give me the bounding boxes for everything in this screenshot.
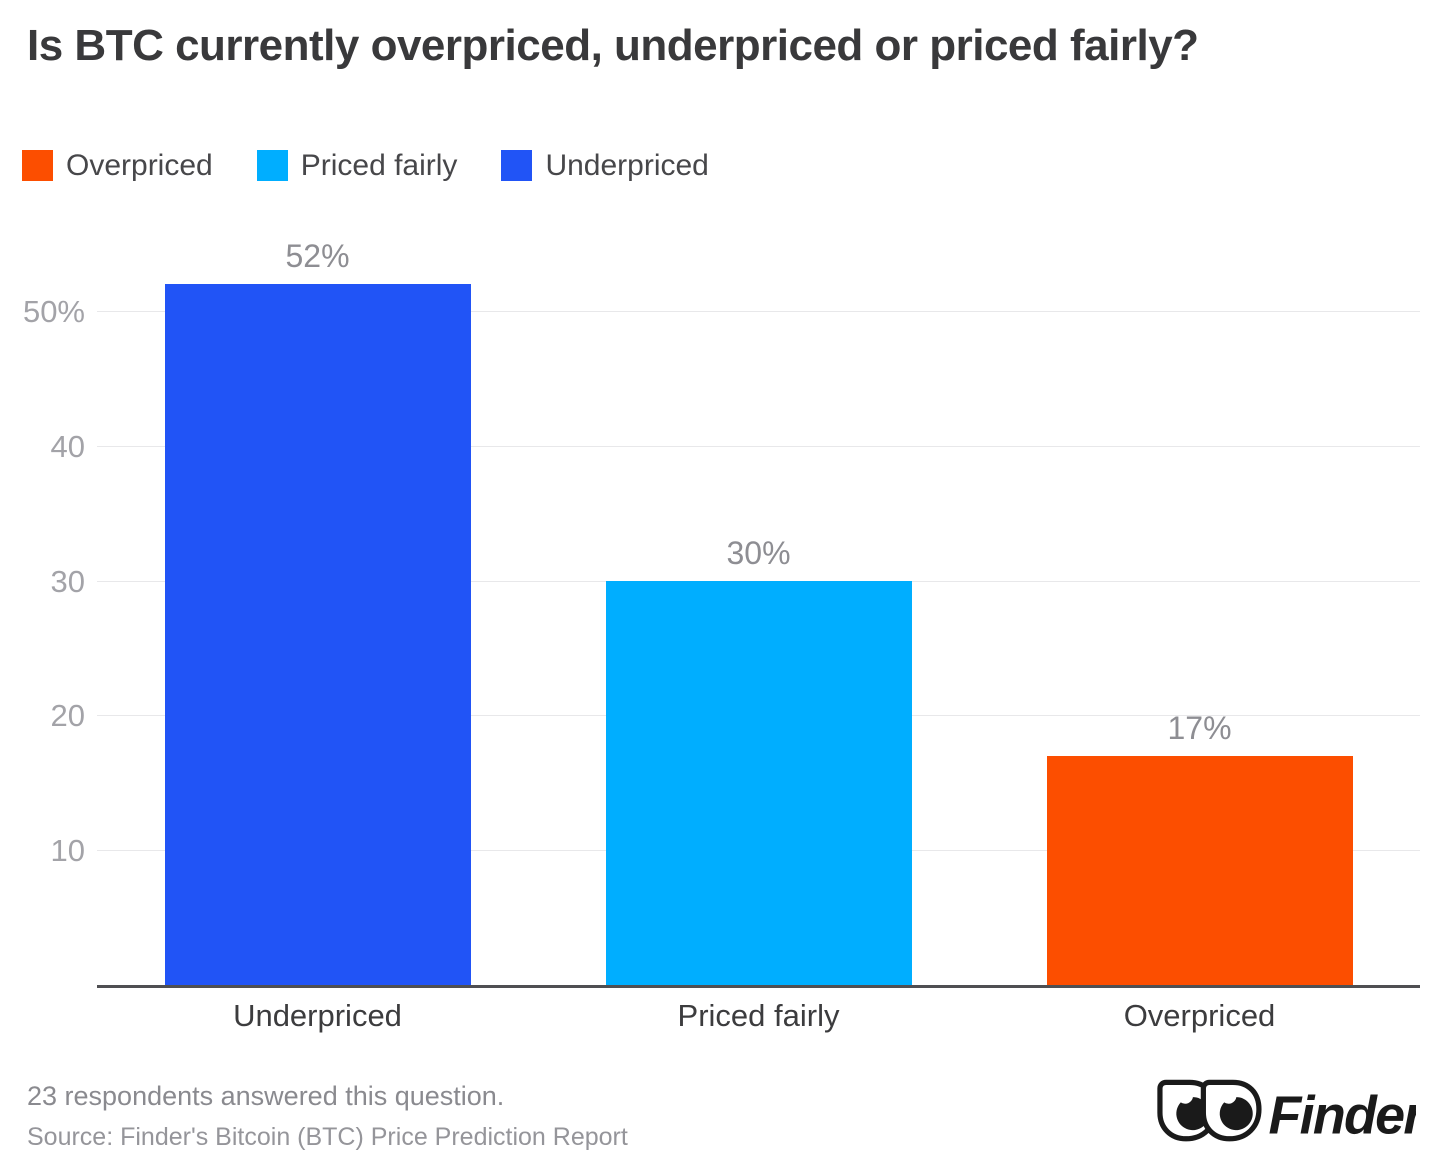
legend-swatch-icon — [22, 150, 53, 181]
y-axis-tick-label: 30 — [50, 563, 85, 599]
bar-underpriced — [164, 284, 471, 985]
y-axis-tick-label: 50% — [22, 294, 85, 329]
finder-logo: Finder — [1154, 1078, 1429, 1149]
bar-value-label: 17% — [1167, 709, 1232, 746]
x-axis-category-label: Priced fairly — [677, 998, 840, 1033]
y-axis-tick-label: 20 — [50, 698, 85, 734]
gridline-40 — [97, 445, 1420, 447]
legend: Overpriced Priced fairly Underpriced — [22, 150, 709, 181]
bar-priced-fairly — [605, 580, 912, 985]
x-axis-category-label: Underpriced — [233, 998, 402, 1033]
chart-title: Is BTC currently overpriced, underpriced… — [27, 21, 1199, 70]
gridline-50 — [97, 311, 1420, 312]
bar-overpriced — [1046, 755, 1353, 985]
legend-label: Priced fairly — [300, 148, 458, 182]
bar-value-label: 52% — [285, 238, 350, 275]
legend-item-overpriced: Overpriced — [22, 150, 213, 181]
finder-eyes-icon: Finder — [1157, 1079, 1429, 1146]
legend-item-underpriced: Underpriced — [501, 148, 709, 182]
x-axis-line — [97, 985, 1420, 988]
legend-swatch-icon — [256, 150, 288, 181]
x-axis-category-label: Overpriced — [1123, 998, 1276, 1033]
svg-text:Finder: Finder — [1269, 1086, 1417, 1144]
legend-label: Underpriced — [545, 148, 709, 182]
legend-swatch-icon — [501, 150, 533, 181]
respondents-note: 23 respondents answered this question. — [27, 1081, 505, 1111]
legend-label: Overpriced — [66, 148, 213, 182]
source-note: Source: Finder's Bitcoin (BTC) Price Pre… — [27, 1123, 628, 1151]
bar-value-label: 30% — [726, 534, 791, 571]
y-axis-tick-label: 10 — [50, 833, 85, 869]
legend-item-priced-fairly: Priced fairly — [256, 148, 458, 182]
y-axis-tick-label: 40 — [50, 428, 85, 464]
